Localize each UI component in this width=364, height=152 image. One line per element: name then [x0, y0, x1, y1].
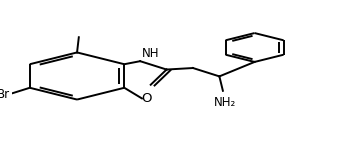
Text: NH₂: NH₂ [214, 96, 236, 109]
Text: NH: NH [142, 47, 159, 60]
Text: Br: Br [0, 88, 10, 101]
Text: O: O [141, 92, 152, 105]
